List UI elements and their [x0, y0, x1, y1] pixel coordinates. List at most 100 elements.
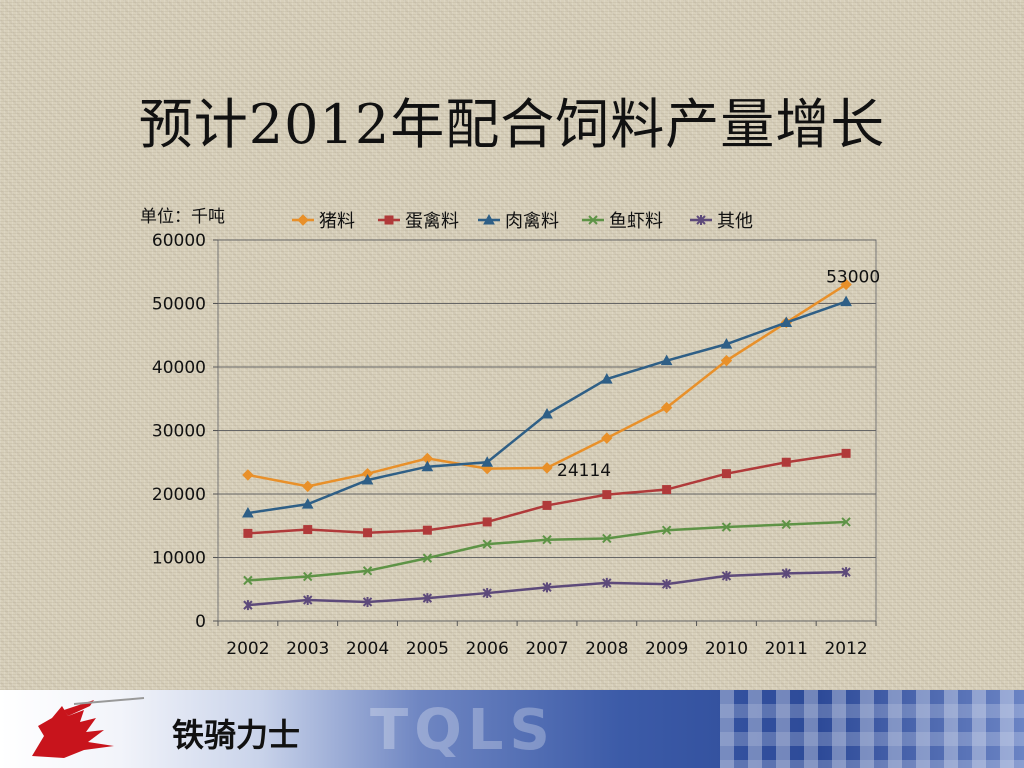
- axis-layer: 0 10000 20000 30000 40000 50000 60000 2002 2003 2…: [152, 231, 877, 659]
- legend-entry: 肉禽料: [478, 211, 559, 232]
- data-point: [660, 354, 673, 366]
- legend-entry: 蛋禽料: [378, 211, 459, 232]
- data-point: [541, 407, 553, 419]
- brand-name: 铁骑力士: [172, 716, 301, 754]
- legend-marker: [588, 215, 598, 225]
- knight-logo-icon: [32, 697, 145, 758]
- series-2: [243, 448, 851, 538]
- y-tick-label: 30000: [152, 422, 206, 442]
- grid-layer: [217, 239, 877, 622]
- data-point: [422, 553, 433, 563]
- data-point: [303, 595, 313, 606]
- data-point: [602, 577, 612, 588]
- data-point: [481, 456, 494, 467]
- data-point: [841, 448, 851, 458]
- series-layer: [242, 278, 852, 611]
- y-tick-label: 40000: [152, 358, 206, 378]
- data-point: [662, 485, 672, 495]
- data-point: [243, 600, 253, 611]
- x-tick-label: 2005: [406, 639, 449, 659]
- legend-marker: [483, 213, 495, 225]
- data-point: [602, 490, 612, 500]
- x-tick-label: 2012: [824, 639, 867, 659]
- y-tick-label: 60000: [152, 231, 206, 251]
- data-point: [721, 469, 731, 479]
- x-tick-label: 2004: [346, 639, 389, 659]
- x-tick-label: 2007: [525, 639, 568, 659]
- data-point: [482, 539, 492, 549]
- data-point: [243, 575, 253, 586]
- y-tick-label: 20000: [152, 485, 206, 505]
- series-3: [242, 295, 852, 518]
- legend-label: 其他: [717, 211, 753, 232]
- series-4: [243, 517, 851, 586]
- data-label: 24114: [557, 461, 611, 481]
- data-point: [542, 535, 552, 545]
- data-label: 53000: [826, 267, 880, 287]
- data-point: [601, 432, 613, 444]
- legend-label: 肉禽料: [505, 211, 559, 232]
- data-point: [781, 568, 791, 579]
- data-point: [363, 528, 373, 538]
- x-tick-label: 2003: [286, 639, 329, 659]
- data-point: [720, 354, 733, 367]
- data-point: [242, 507, 254, 518]
- footer-watermark: TQLS: [370, 698, 556, 763]
- data-point: [422, 593, 433, 604]
- data-point: [541, 462, 553, 474]
- footer-pattern: [720, 690, 1024, 768]
- legend-label: 蛋禽料: [405, 211, 459, 232]
- data-point: [301, 498, 314, 509]
- x-tick-label: 2009: [645, 639, 688, 659]
- data-point: [660, 401, 673, 414]
- legend-entry: 猪料: [292, 211, 355, 232]
- y-tick-label: 50000: [152, 295, 206, 315]
- data-point: [303, 571, 313, 582]
- data-point: [542, 582, 552, 593]
- data-point: [362, 596, 373, 607]
- data-point: [542, 500, 552, 510]
- legend-label: 鱼虾料: [609, 211, 663, 232]
- annotation-layer: 24114 53000: [557, 267, 880, 480]
- x-tick-label: 2006: [466, 639, 509, 659]
- data-point: [661, 579, 672, 590]
- legend-entry: 鱼虾料: [582, 211, 663, 232]
- data-point: [841, 517, 851, 527]
- x-tick-label: 2002: [226, 639, 269, 659]
- legend-label: 猪料: [319, 211, 355, 232]
- data-point: [482, 588, 492, 599]
- data-point: [781, 519, 791, 530]
- data-point: [721, 570, 732, 581]
- series-5: [243, 567, 851, 611]
- data-point: [303, 525, 313, 535]
- series-line: [247, 283, 847, 488]
- unit-label: 单位：千吨: [140, 207, 225, 227]
- x-tick-label: 2008: [585, 639, 628, 659]
- data-point: [242, 469, 254, 481]
- legend-marker: [384, 215, 394, 225]
- data-point: [720, 338, 733, 349]
- slide-title: 预计2012年配合饲料产量增长: [138, 93, 886, 156]
- data-point: [781, 457, 791, 467]
- series-line: [247, 300, 847, 515]
- data-point: [780, 316, 793, 328]
- legend-entry: 其他: [690, 211, 753, 232]
- data-point: [600, 373, 613, 384]
- x-tick-label: 2011: [765, 639, 808, 659]
- data-point: [482, 517, 492, 527]
- data-point: [841, 567, 851, 578]
- data-point: [840, 295, 852, 307]
- data-point: [302, 480, 314, 493]
- data-point: [602, 533, 612, 544]
- data-point: [422, 525, 432, 535]
- y-tick-label: 10000: [152, 549, 206, 569]
- data-point: [661, 525, 672, 535]
- data-point: [362, 566, 373, 576]
- data-point: [721, 522, 732, 532]
- x-tick-label: 2010: [705, 639, 748, 659]
- data-point: [421, 460, 434, 472]
- footer-banner: TQLS 铁骑力士: [0, 690, 1024, 768]
- legend: 猪料 蛋禽料 肉禽料 鱼虾料 其他: [292, 211, 753, 232]
- legend-marker: [696, 215, 706, 225]
- y-tick-label: 0: [195, 612, 206, 632]
